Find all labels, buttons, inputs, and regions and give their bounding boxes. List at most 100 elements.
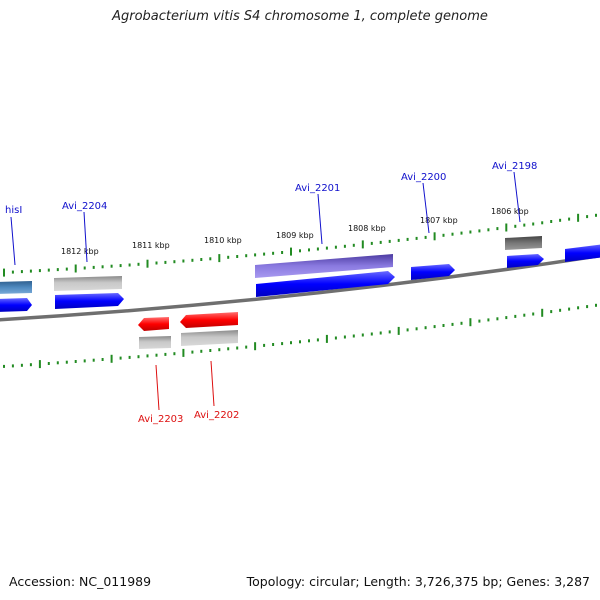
scale-ticks-lower <box>3 303 597 369</box>
label-avi-2200[interactable]: Avi_2200 <box>401 172 446 183</box>
cds-avi-2202[interactable] <box>180 312 238 328</box>
minor-tick <box>119 264 122 268</box>
minor-tick <box>568 217 571 221</box>
minor-tick <box>469 230 472 234</box>
label-avi-2201[interactable]: Avi_2201 <box>295 183 340 194</box>
minor-tick <box>47 362 50 365</box>
major-tick <box>38 360 41 369</box>
minor-tick <box>92 358 95 362</box>
minor-tick <box>514 224 517 228</box>
minor-tick <box>137 262 140 266</box>
minor-tick <box>11 364 14 368</box>
scale-label-1809: 1809 kbp <box>276 231 314 240</box>
minor-tick <box>281 342 284 346</box>
minor-tick <box>110 264 113 268</box>
cds-avi-2204[interactable] <box>55 293 124 309</box>
minor-tick <box>586 305 589 309</box>
minor-tick <box>451 232 454 236</box>
accession-label: Accession: NC_011989 <box>9 574 152 589</box>
minor-tick <box>397 238 400 242</box>
cds-avi-2201[interactable] <box>256 271 395 297</box>
major-tick <box>505 223 508 232</box>
major-tick <box>74 264 77 273</box>
minor-tick <box>65 360 68 364</box>
minor-tick <box>424 326 427 330</box>
leader-avi-2203 <box>155 364 160 411</box>
scale-label-1806: 1806 kbp <box>491 207 529 216</box>
minor-tick <box>3 364 5 368</box>
minor-tick <box>352 243 355 247</box>
minor-tick <box>128 263 131 267</box>
major-tick <box>182 348 185 357</box>
minor-tick <box>38 269 41 273</box>
leader-avi-2201 <box>317 193 323 245</box>
minor-tick <box>47 268 50 272</box>
minor-tick <box>388 330 391 334</box>
cds-avi-2200[interactable] <box>411 264 455 280</box>
minor-tick <box>568 307 571 311</box>
minor-tick <box>263 252 266 256</box>
scale-label-1812: 1812 kbp <box>61 247 99 256</box>
label-avi-2198[interactable]: Avi_2198 <box>492 161 537 172</box>
minor-tick <box>325 246 328 250</box>
minor-tick <box>29 269 32 273</box>
cds-right-edge[interactable] <box>565 244 600 262</box>
minor-tick <box>334 245 337 249</box>
minor-tick <box>65 267 68 271</box>
gene-hisI[interactable] <box>0 281 32 294</box>
minor-tick <box>227 347 230 351</box>
label-avi-2203[interactable]: Avi_2203 <box>138 414 183 425</box>
leader-avi-2200 <box>422 182 430 234</box>
minor-tick <box>182 259 185 263</box>
minor-tick <box>352 334 355 338</box>
minor-tick <box>406 328 409 332</box>
minor-tick <box>343 335 346 339</box>
minor-tick <box>209 257 212 261</box>
gene-avi-2203[interactable] <box>139 336 171 349</box>
gene-avi-2202[interactable] <box>181 330 238 346</box>
minor-tick <box>523 313 526 317</box>
minor-tick <box>433 325 436 329</box>
minor-tick <box>56 361 59 365</box>
minor-tick <box>379 240 382 244</box>
minor-tick <box>191 258 194 262</box>
minor-tick <box>316 247 319 251</box>
minor-tick <box>155 261 158 265</box>
label-avi-2204[interactable]: Avi_2204 <box>62 201 107 212</box>
label-hisI[interactable]: hisI <box>5 205 22 216</box>
minor-tick <box>361 333 364 337</box>
scale-label-1811: 1811 kbp <box>132 241 170 250</box>
minor-tick <box>577 306 580 310</box>
chromosome-backbone <box>0 253 600 322</box>
minor-tick <box>478 229 481 233</box>
major-tick <box>218 254 221 263</box>
minor-tick <box>308 339 310 343</box>
minor-tick <box>236 255 239 258</box>
minor-tick <box>415 327 418 331</box>
leader-avi-2202 <box>210 360 215 407</box>
cds-hisI[interactable] <box>0 298 32 312</box>
minor-tick <box>460 321 463 325</box>
minor-tick <box>487 228 490 232</box>
minor-tick <box>532 312 535 316</box>
label-avi-2202[interactable]: Avi_2202 <box>194 410 239 421</box>
minor-tick <box>550 220 553 223</box>
minor-tick <box>236 346 239 350</box>
major-tick <box>577 213 580 222</box>
minor-tick <box>101 265 104 269</box>
cds-avi-2198[interactable] <box>507 254 544 268</box>
gene-avi-2201[interactable] <box>255 254 393 278</box>
minor-tick <box>290 341 292 345</box>
cds-avi-2203[interactable] <box>138 317 169 331</box>
minor-tick <box>173 260 176 264</box>
minor-tick <box>316 338 319 342</box>
gene-avi-2198[interactable] <box>505 236 542 250</box>
major-tick <box>290 247 292 256</box>
minor-tick <box>128 355 131 359</box>
minor-tick <box>209 349 212 352</box>
leader-avi-2198 <box>513 171 521 223</box>
gene-avi-2204[interactable] <box>54 276 122 291</box>
minor-tick <box>74 360 77 363</box>
minor-tick <box>478 319 481 323</box>
